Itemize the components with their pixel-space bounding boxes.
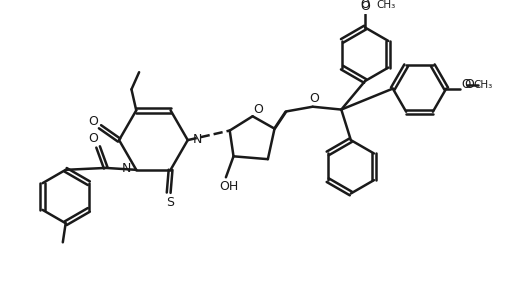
Text: O: O — [253, 103, 263, 116]
Text: CH₃: CH₃ — [377, 0, 396, 10]
Text: O: O — [360, 0, 370, 11]
Text: OH: OH — [219, 180, 238, 193]
Text: O: O — [89, 115, 98, 128]
Text: O: O — [360, 0, 370, 13]
Text: O: O — [89, 132, 98, 145]
Text: O: O — [310, 91, 320, 105]
Text: N: N — [192, 133, 202, 146]
Text: O: O — [462, 78, 471, 91]
Text: N: N — [122, 162, 131, 175]
Text: O: O — [464, 78, 474, 91]
Text: CH₃: CH₃ — [473, 80, 492, 90]
Text: S: S — [166, 196, 174, 209]
